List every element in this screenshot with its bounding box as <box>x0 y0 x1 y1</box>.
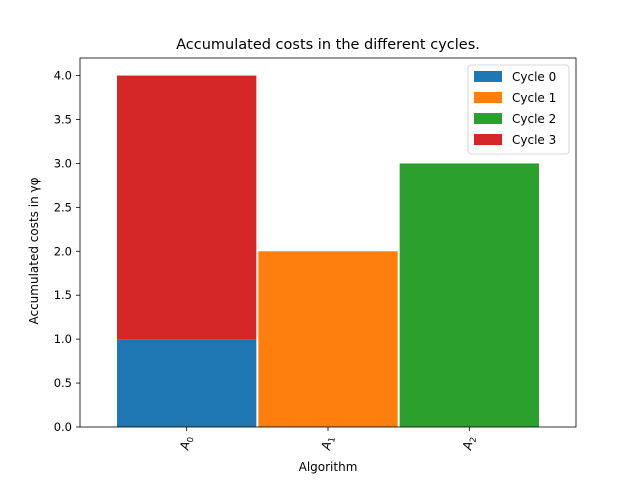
x-tick-label-0: A0 <box>177 435 196 452</box>
y-tick-label-3: 1.5 <box>54 288 72 302</box>
bar-cycle-2-2 <box>399 163 539 427</box>
y-tick-label-7: 3.5 <box>54 113 72 127</box>
legend-label-cycle-2: Cycle 2 <box>512 112 556 126</box>
y-axis-label: Accumulated costs in γφ <box>27 177 41 324</box>
legend-label-cycle-1: Cycle 1 <box>512 91 556 105</box>
y-tick-label-8: 4.0 <box>54 69 72 83</box>
legend-box <box>467 64 570 155</box>
bar-cycle-1-1 <box>258 251 398 427</box>
x-tick-label-1: A1 <box>319 435 338 452</box>
legend: Cycle 0 Cycle 1 Cycle 2 Cycle 3 <box>467 64 570 155</box>
chart-title: Accumulated costs in the different cycle… <box>176 37 480 53</box>
bar-cycle-0-0 <box>117 339 257 427</box>
y-tick-label-0: 0.0 <box>54 420 72 434</box>
y-tick-label-2: 1.0 <box>54 332 72 346</box>
y-tick-label-1: 0.5 <box>54 376 72 390</box>
legend-swatch-cycle-2 <box>474 113 502 124</box>
legend-swatch-cycle-3 <box>474 134 502 145</box>
legend-swatch-cycle-1 <box>474 92 502 103</box>
legend-swatch-cycle-0 <box>474 71 502 82</box>
y-tick-label-6: 3.0 <box>54 156 72 170</box>
x-axis-label: Algorithm <box>299 460 358 474</box>
x-tick-label-2: A2 <box>460 435 479 452</box>
y-tick-label-5: 2.5 <box>54 200 72 214</box>
bar-cycle-3-0 <box>117 75 257 340</box>
legend-label-cycle-3: Cycle 3 <box>512 133 556 147</box>
bars-group <box>117 75 539 427</box>
legend-label-cycle-0: Cycle 0 <box>512 70 556 84</box>
y-tick-label-4: 2.0 <box>54 244 72 258</box>
